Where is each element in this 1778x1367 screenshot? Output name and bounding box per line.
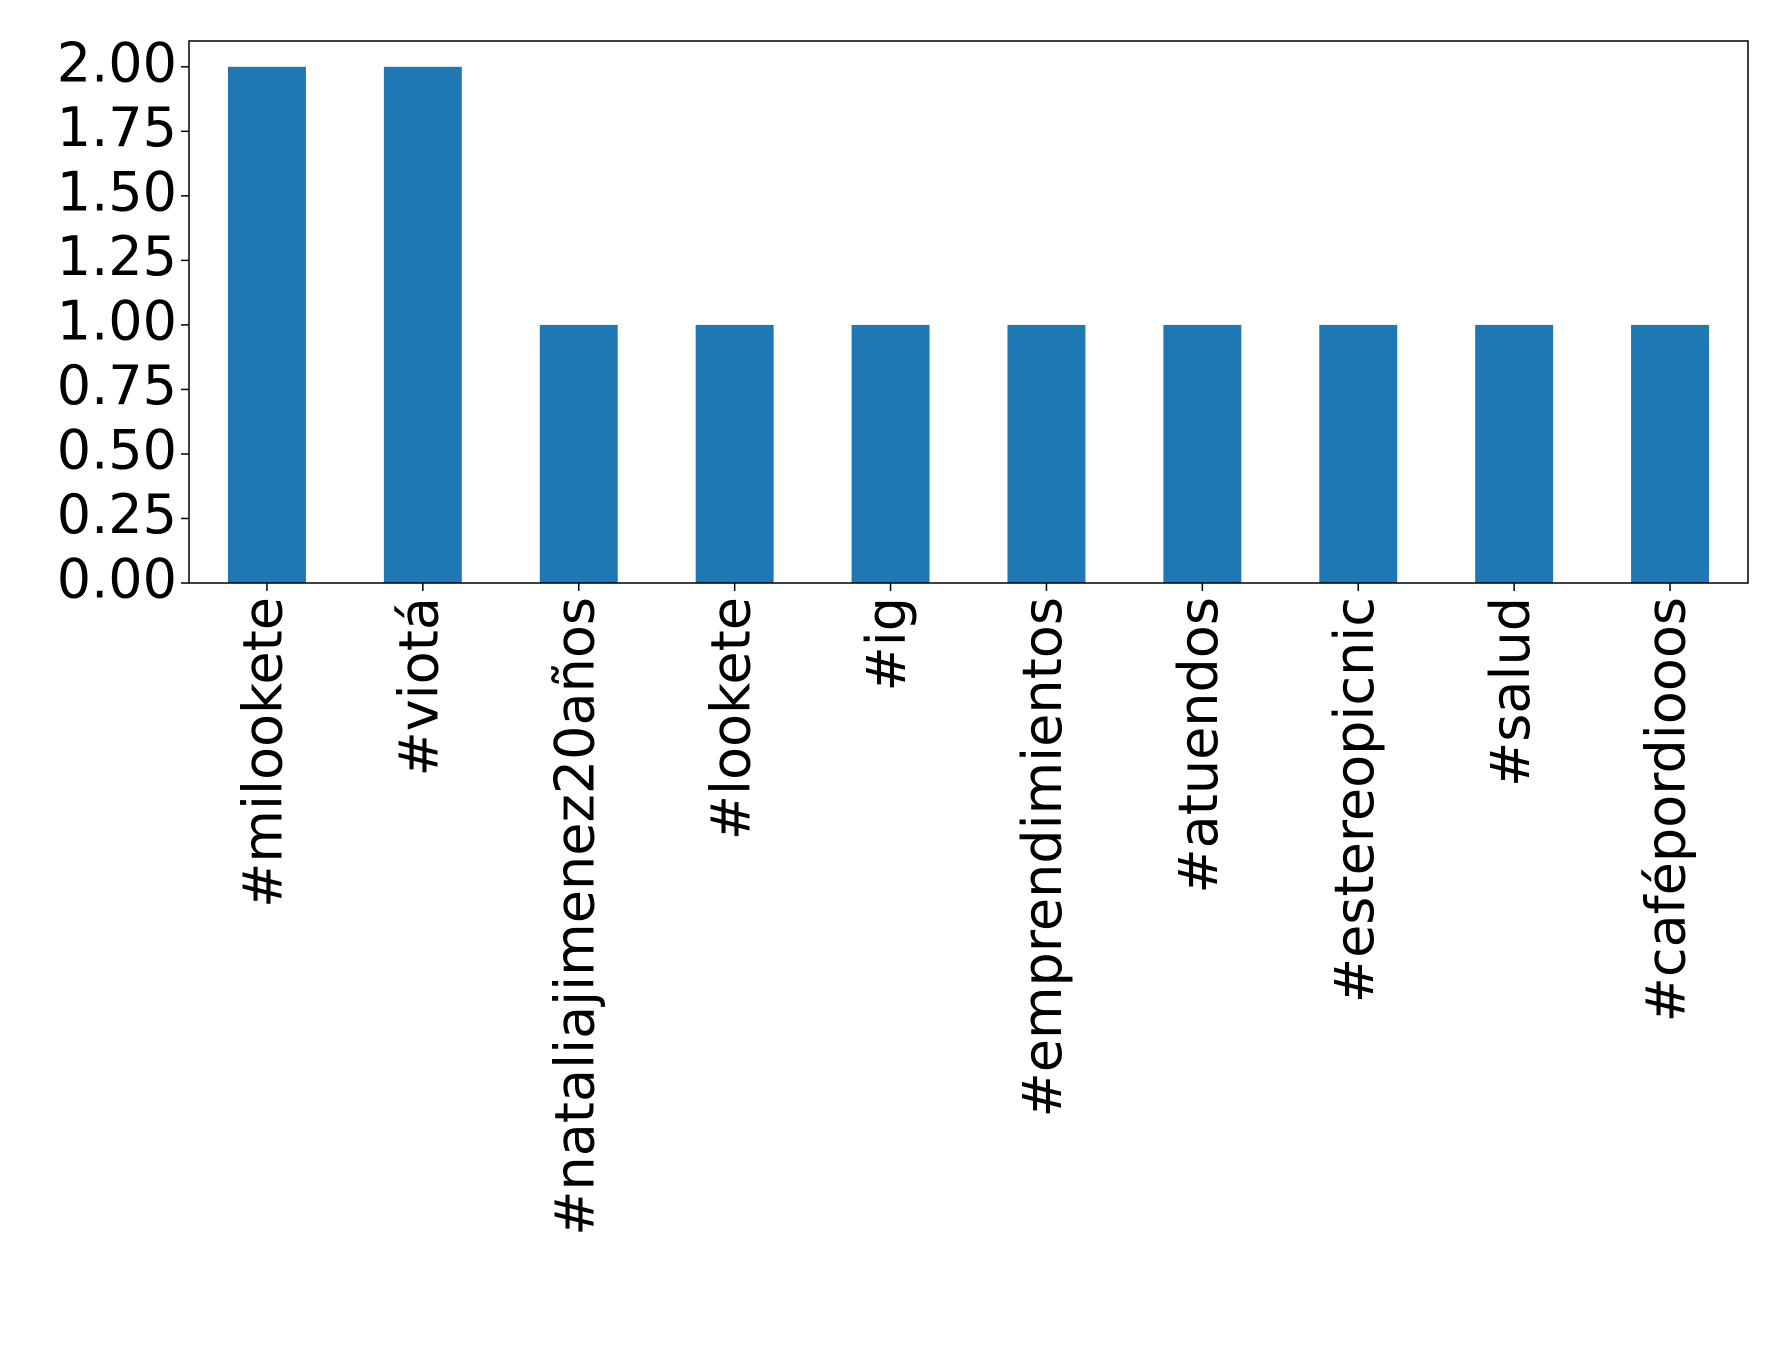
bar: [1163, 324, 1242, 583]
plot-frame: [188, 40, 1749, 584]
y-tick-label: 0.00: [57, 548, 177, 611]
y-tick-label: 1.25: [57, 225, 177, 288]
y-tick-label: 1.75: [57, 96, 177, 159]
x-tick-label: #emprendimientos: [1011, 597, 1074, 1118]
bar: [227, 66, 306, 584]
bar: [1319, 324, 1398, 583]
bar: [695, 324, 774, 583]
bar: [1475, 324, 1554, 583]
y-tick-label: 0.75: [57, 354, 177, 417]
x-tick-label: #viotá: [387, 597, 450, 777]
y-tick-label: 2.00: [57, 31, 177, 94]
x-tick-label: #nataliajimenez20años: [543, 597, 606, 1236]
bar: [539, 324, 618, 583]
y-tick-label: 1.00: [57, 290, 177, 353]
x-tick-label: #atuendos: [1167, 597, 1230, 894]
x-tick-label: #cafépordiooos: [1635, 597, 1698, 1022]
x-tick-label: #salud: [1479, 597, 1542, 787]
bar: [851, 324, 930, 583]
y-tick-label: 1.50: [57, 160, 177, 223]
bar: [383, 66, 462, 584]
x-tick-label: #milookete: [232, 597, 295, 908]
y-tick-label: 0.25: [57, 483, 177, 546]
x-tick-label: #lookete: [699, 597, 762, 840]
y-tick-label: 0.50: [57, 419, 177, 482]
x-tick-label: #estereopicnic: [1323, 597, 1386, 1003]
bar: [1007, 324, 1086, 583]
bar: [1631, 324, 1710, 583]
x-tick-label: #ig: [855, 597, 918, 692]
